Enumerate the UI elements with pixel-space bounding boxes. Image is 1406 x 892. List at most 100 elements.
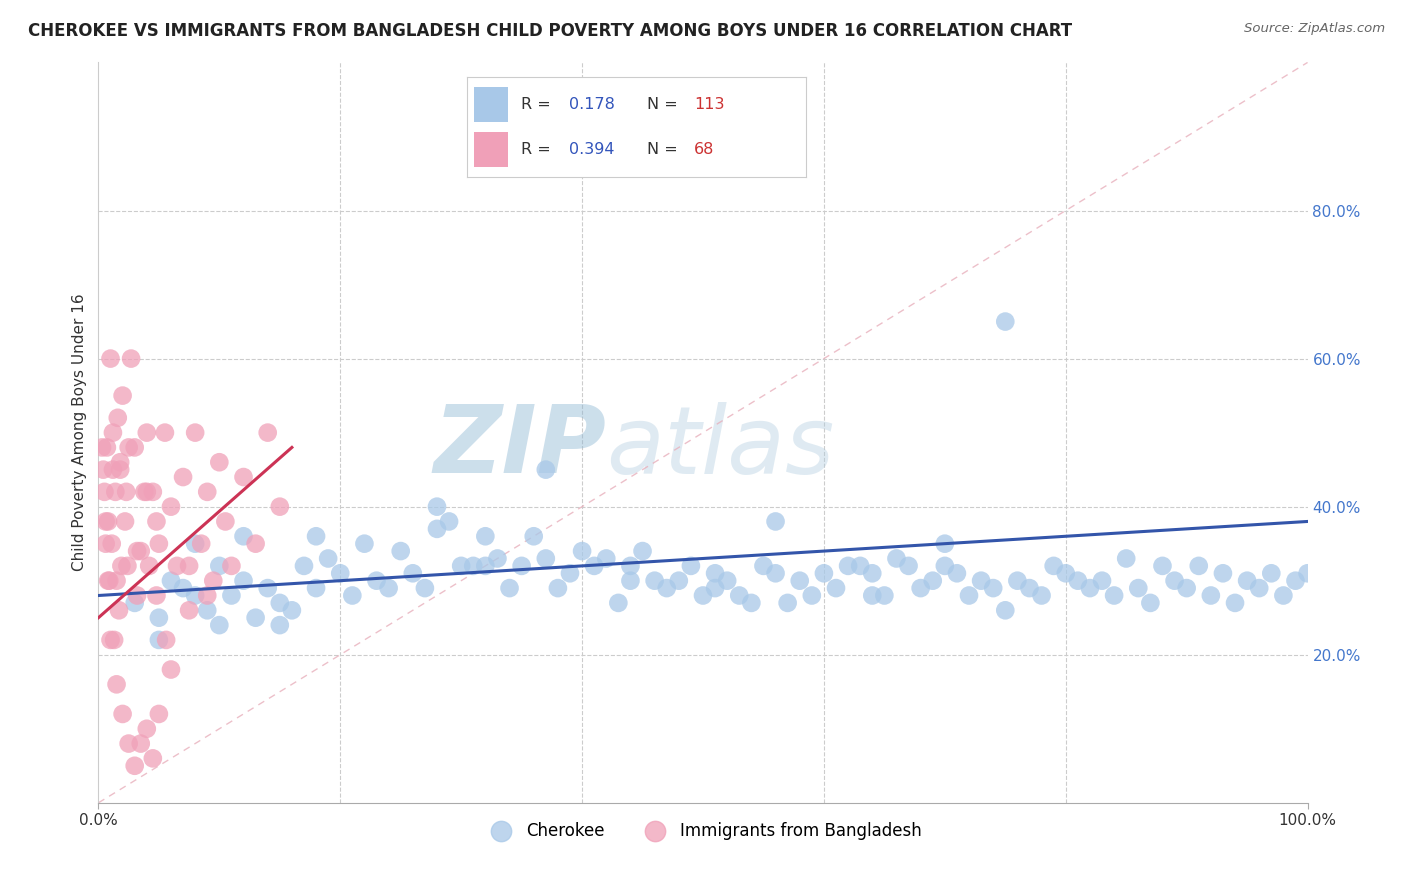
Point — [108, 455, 131, 469]
Point — [124, 596, 146, 610]
Point — [1115, 551, 1137, 566]
Point — [245, 610, 267, 624]
Point — [108, 603, 131, 617]
Point — [129, 737, 152, 751]
Point — [195, 484, 218, 499]
Point — [97, 515, 120, 529]
Point — [118, 441, 141, 455]
Point — [1007, 574, 1029, 588]
Point — [1199, 589, 1222, 603]
Point — [269, 500, 291, 514]
Point — [100, 536, 122, 550]
Point — [946, 566, 969, 581]
Point — [1078, 581, 1101, 595]
Point — [1175, 581, 1198, 595]
Point — [655, 581, 678, 595]
Text: Source: ZipAtlas.com: Source: ZipAtlas.com — [1244, 22, 1385, 36]
Point — [107, 410, 129, 425]
Point — [316, 551, 339, 566]
Point — [595, 551, 617, 566]
Point — [101, 425, 124, 440]
Point — [342, 589, 364, 603]
Point — [184, 536, 207, 550]
Point — [389, 544, 412, 558]
Point — [96, 441, 118, 455]
Point — [1152, 558, 1174, 573]
Point — [172, 581, 194, 595]
Point — [474, 529, 496, 543]
Point — [115, 484, 138, 499]
Point — [994, 314, 1017, 328]
Point — [134, 484, 156, 499]
Point — [281, 603, 304, 617]
Point — [305, 581, 328, 595]
Point — [124, 758, 146, 772]
Point — [135, 425, 157, 440]
Point — [789, 574, 811, 588]
Point — [105, 574, 128, 588]
Point — [221, 589, 243, 603]
Point — [111, 706, 134, 721]
Point — [607, 596, 630, 610]
Point — [873, 589, 896, 603]
Point — [463, 558, 485, 573]
Point — [1272, 589, 1295, 603]
Point — [195, 589, 218, 603]
Point — [1212, 566, 1234, 581]
Text: CHEROKEE VS IMMIGRANTS FROM BANGLADESH CHILD POVERTY AMONG BOYS UNDER 16 CORRELA: CHEROKEE VS IMMIGRANTS FROM BANGLADESH C… — [28, 22, 1073, 40]
Point — [117, 558, 139, 573]
Point — [172, 470, 194, 484]
Point — [426, 522, 449, 536]
Point — [153, 425, 176, 440]
Point — [1054, 566, 1077, 581]
Point — [135, 722, 157, 736]
Point — [631, 544, 654, 558]
Point — [534, 462, 557, 476]
Point — [208, 618, 231, 632]
Point — [510, 558, 533, 573]
Point — [1102, 589, 1125, 603]
Point — [148, 610, 170, 624]
Point — [571, 544, 593, 558]
Point — [1139, 596, 1161, 610]
Point — [1128, 581, 1150, 595]
Point — [837, 558, 859, 573]
Point — [825, 581, 848, 595]
Point — [114, 515, 136, 529]
Point — [232, 529, 254, 543]
Point — [155, 632, 177, 647]
Point — [105, 677, 128, 691]
Point — [377, 581, 399, 595]
Point — [160, 663, 183, 677]
Point — [558, 566, 581, 581]
Point — [860, 566, 883, 581]
Point — [619, 574, 641, 588]
Y-axis label: Child Poverty Among Boys Under 16: Child Poverty Among Boys Under 16 — [72, 293, 87, 572]
Point — [118, 737, 141, 751]
Point — [583, 558, 606, 573]
Point — [366, 574, 388, 588]
Point — [704, 566, 727, 581]
Point — [214, 515, 236, 529]
Point — [1018, 581, 1040, 595]
Point — [129, 544, 152, 558]
Point — [208, 558, 231, 573]
Point — [716, 574, 738, 588]
Point — [138, 558, 160, 573]
Point — [1284, 574, 1306, 588]
Point — [91, 441, 114, 455]
Point — [1163, 574, 1185, 588]
Point — [413, 581, 436, 595]
Point — [190, 536, 212, 550]
Point — [547, 581, 569, 595]
Point — [195, 603, 218, 617]
Point — [970, 574, 993, 588]
Point — [1296, 566, 1319, 581]
Point — [269, 596, 291, 610]
Point — [145, 515, 167, 529]
Point — [100, 351, 122, 366]
Point — [269, 618, 291, 632]
Point — [728, 589, 751, 603]
Point — [127, 589, 149, 603]
Point — [1067, 574, 1090, 588]
